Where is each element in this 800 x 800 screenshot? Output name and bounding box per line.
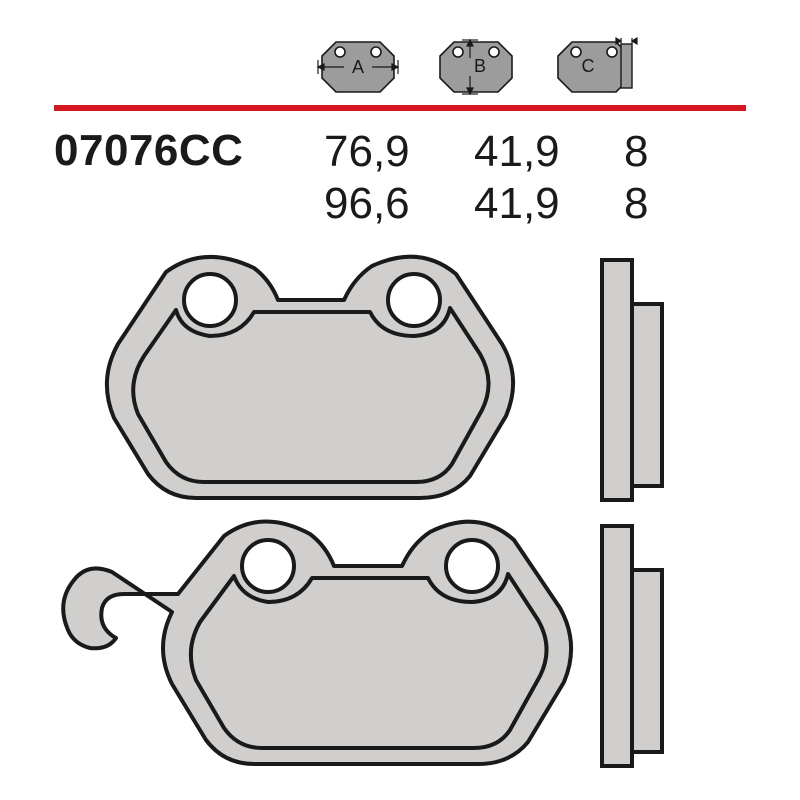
- technical-drawings: [54, 250, 746, 770]
- dim-a-value: 76,9: [324, 126, 474, 178]
- icon-label-a: A: [352, 57, 364, 77]
- pad-2-front: [63, 521, 571, 764]
- icon-label-b: B: [474, 56, 486, 76]
- icon-label-c: C: [582, 56, 595, 76]
- dimension-icon-c: C: [548, 36, 640, 96]
- spec-sheet: A B: [0, 0, 800, 800]
- dimension-icons-row: A B: [312, 36, 640, 96]
- pad-2-side: [602, 526, 662, 766]
- pad-1-side: [602, 260, 662, 500]
- table-row: 96,6 41,9 8: [324, 178, 684, 230]
- section-divider: [54, 105, 746, 111]
- dim-c-value: 8: [624, 126, 684, 178]
- dim-a-value: 96,6: [324, 178, 474, 230]
- dimension-icon-a: A: [312, 36, 404, 96]
- part-number: 07076CC: [54, 126, 243, 176]
- dimension-icon-b: B: [430, 36, 522, 96]
- dim-b-value: 41,9: [474, 126, 624, 178]
- pad-1-front: [107, 257, 513, 498]
- dimensions-table: 76,9 41,9 8 96,6 41,9 8: [324, 126, 684, 230]
- dim-b-value: 41,9: [474, 178, 624, 230]
- dim-c-value: 8: [624, 178, 684, 230]
- table-row: 76,9 41,9 8: [324, 126, 684, 178]
